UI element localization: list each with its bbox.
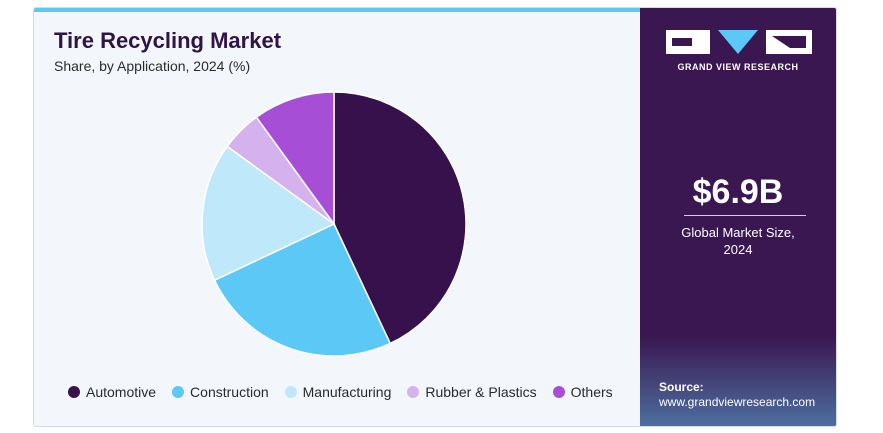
accent-bar (34, 8, 640, 12)
source-block: Source: www.grandviewresearch.com (659, 380, 815, 410)
legend-swatch (172, 386, 185, 398)
market-size-label-line2: 2024 (723, 242, 753, 257)
legend-label: Others (570, 384, 613, 400)
chart-title: Tire Recycling Market (54, 28, 282, 53)
panel-gradient (640, 336, 836, 426)
legend-swatch (407, 386, 420, 398)
logo-text: GRAND VIEW RESEARCH (677, 62, 799, 72)
chart-panel: Tire Recycling Market Share, by Applicat… (34, 8, 640, 426)
grand-view-research-logo (666, 30, 812, 54)
legend-swatch (552, 386, 565, 398)
source-url[interactable]: www.grandviewresearch.com (659, 395, 816, 409)
legend-label: Automotive (86, 384, 157, 400)
pie-chart (201, 91, 467, 357)
legend-swatch (68, 386, 80, 398)
pie-slice-automotive (333, 91, 467, 345)
pie-slice-construction (213, 223, 392, 357)
legend-label: Manufacturing (302, 384, 392, 400)
market-size-label-line1: Global Market Size, (681, 225, 795, 240)
pie-slice-manufacturing (201, 145, 336, 282)
infographic-card: Tire Recycling Market Share, by Applicat… (33, 7, 837, 427)
summary-panel: GRAND VIEW RESEARCH $6.9B Global Market … (640, 8, 836, 426)
legend-item: Others (552, 384, 613, 400)
source-label: Source: (659, 380, 704, 394)
legend-swatch (284, 386, 297, 398)
legend-item: Manufacturing (284, 384, 392, 400)
legend-item: Automotive (68, 384, 156, 400)
market-size-label: Global Market Size, 2024 (640, 224, 836, 258)
chart-subtitle: Share, by Application, 2024 (%) (54, 58, 251, 74)
legend-item: Construction (172, 384, 269, 400)
market-size-value: $6.9B (692, 173, 784, 211)
legend-label: Construction (190, 384, 269, 400)
chart-legend: Automotive Construction Manufacturing Rubbe… (68, 384, 613, 400)
legend-item: Rubber & Plastics (407, 384, 537, 400)
legend-label: Rubber & Plastics (425, 384, 537, 400)
divider (684, 215, 806, 216)
pie-slice-others (255, 91, 335, 227)
